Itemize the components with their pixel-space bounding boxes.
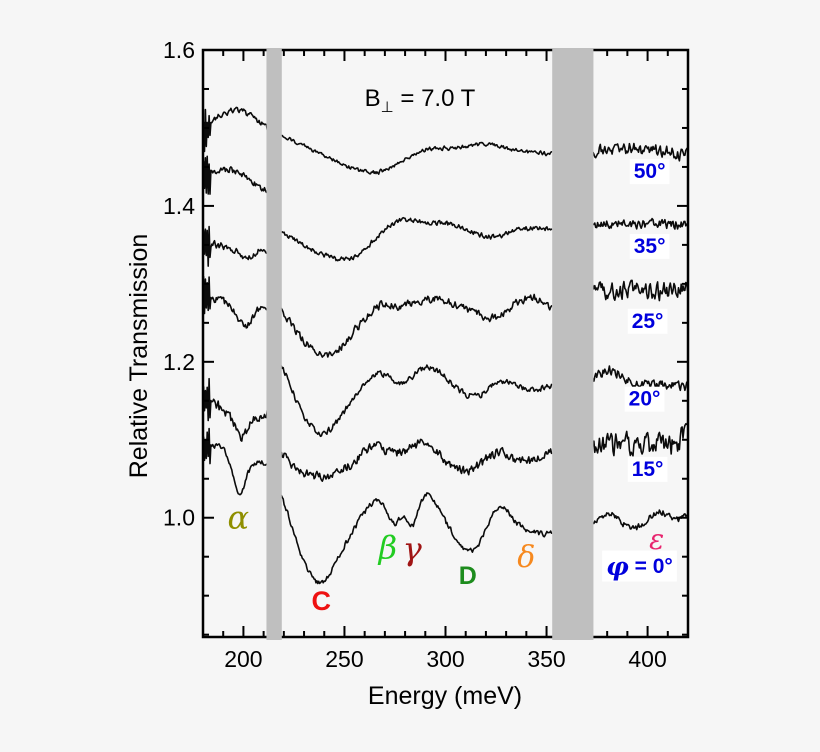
- magnetic-field-annotation: B⊥ = 7.0 T: [335, 85, 505, 116]
- spectrum-curve-35deg-right: [592, 217, 689, 230]
- angle-label-15: 15°: [632, 458, 664, 481]
- field-value: = 7.0 T: [393, 85, 476, 112]
- angle-label-20: 20°: [629, 388, 661, 411]
- angle-label-0: φ = 0°: [606, 552, 673, 581]
- feature-label-delta: δ: [517, 540, 535, 575]
- y-tick-label: 1.6: [163, 37, 195, 63]
- y-axis-title: Relative Transmission: [125, 233, 153, 479]
- x-tick-label: 400: [628, 646, 666, 672]
- field-subscript: ⊥: [380, 98, 394, 116]
- spectrum-curve-20deg-left: [202, 275, 269, 329]
- spectrum-curve-50deg-left: [202, 106, 269, 153]
- spectrum-curve-35deg-middle: [280, 216, 553, 262]
- spectrum-curve-20deg-right: [592, 365, 689, 392]
- feature-label-D: D: [459, 562, 477, 590]
- spectrum-curve-25deg-left: [202, 225, 269, 267]
- spectrum-curve-15deg-left: [202, 377, 269, 442]
- masked-region: [266, 48, 282, 640]
- spectrum-curve-0deg-left: [202, 427, 269, 496]
- angle-label-50: 50°: [634, 160, 666, 183]
- spectrum-curve-50deg-middle: [280, 134, 553, 175]
- angle-label-box: [629, 159, 670, 185]
- angle-label-25: 25°: [632, 310, 664, 333]
- feature-label-C: C: [311, 586, 331, 616]
- y-tick-label: 1.4: [163, 193, 195, 219]
- spectrum-curve-15deg-middle: [280, 438, 553, 483]
- x-tick-label: 250: [325, 646, 363, 672]
- feature-label-gamma: γ: [403, 530, 423, 568]
- feature-label-epsilon: ε: [649, 523, 664, 556]
- spectrum-curve-0deg-right: [592, 509, 689, 531]
- feature-label-alpha: α: [228, 499, 250, 537]
- angle-label-box: [624, 386, 665, 412]
- spectrum-curve-15deg-right: [592, 421, 689, 457]
- spectrum-curve-25deg-middle: [280, 293, 553, 358]
- y-tick-label: 1.2: [163, 349, 195, 375]
- spectrum-curve-20deg-middle: [280, 364, 553, 438]
- spectrum-curve-35deg-left: [202, 155, 269, 195]
- field-symbol: B: [364, 85, 381, 112]
- spectrum-curve-50deg-right: [592, 142, 689, 162]
- angle-label-box: [627, 308, 668, 334]
- x-tick-label: 200: [224, 646, 262, 672]
- spectrum-curve-25deg-right: [592, 279, 689, 302]
- feature-label-beta: β: [378, 528, 398, 566]
- angle-label-box: [627, 456, 668, 482]
- angle-label-35: 35°: [634, 235, 666, 258]
- x-tick-label: 300: [426, 646, 464, 672]
- angle-label-box: [629, 233, 670, 259]
- angle-label-box: [602, 550, 677, 582]
- masked-region: [552, 48, 594, 640]
- x-axis-title: Energy (meV): [367, 682, 523, 710]
- spectrum-curve-0deg-middle: [280, 492, 553, 585]
- y-tick-label: 1.0: [163, 505, 195, 531]
- x-tick-label: 350: [527, 646, 565, 672]
